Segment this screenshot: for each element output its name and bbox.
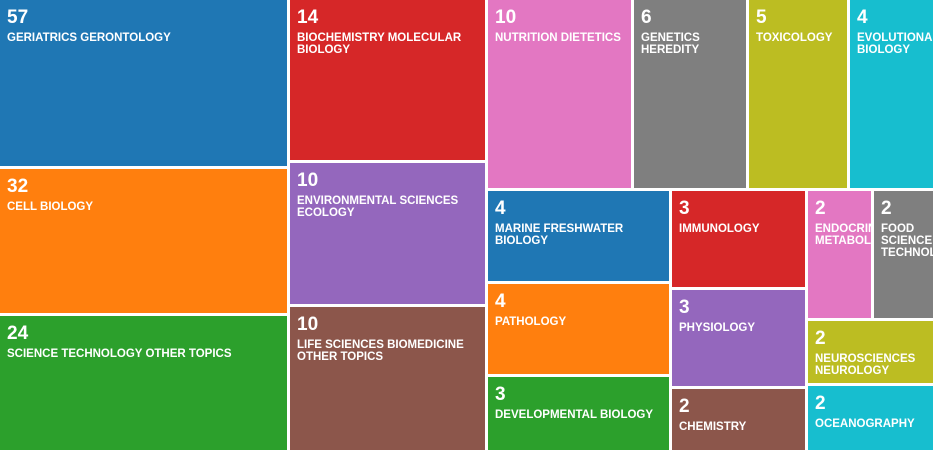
treemap-tile-biochemistry-molecular-biology: 14 BIOCHEMISTRY MOLECULAR BIOLOGY: [290, 0, 488, 163]
tile-label: ENDOCRINOLOGY METABOLISM: [815, 223, 874, 247]
treemap-tile-science-technology-other-topics: 24 SCIENCE TECHNOLOGY OTHER TOPICS: [0, 316, 290, 450]
treemap-tile-cell-biology: 32 CELL BIOLOGY: [0, 169, 290, 316]
tile-count: 2: [815, 328, 826, 349]
tile-count: 3: [679, 297, 690, 318]
tile-label: SCIENCE TECHNOLOGY OTHER TOPICS: [7, 348, 232, 360]
tile-label: NEUROSCIENCES NEUROLOGY: [815, 353, 916, 377]
tile-count: 2: [881, 198, 892, 219]
tile-label: OCEANOGRAPHY: [815, 418, 915, 430]
treemap-tile-neurosciences-neurology: 2 NEUROSCIENCES NEUROLOGY: [808, 321, 933, 386]
tile-label: IMMUNOLOGY: [679, 223, 760, 235]
tile-count: 4: [857, 7, 868, 28]
tile-label: CHEMISTRY: [679, 421, 747, 433]
tile-label: DEVELOPMENTAL BIOLOGY: [495, 409, 654, 421]
tile-label: CELL BIOLOGY: [7, 201, 94, 213]
tile-count: 10: [297, 170, 319, 191]
treemap-tile-evolutionary-biology: 4 EVOLUTIONARY BIOLOGY: [850, 0, 933, 191]
tile-count: 10: [297, 314, 319, 335]
tile-count: 5: [756, 7, 767, 28]
tile-count: 24: [7, 323, 29, 344]
tile-count: 3: [679, 198, 690, 219]
tile-count: 4: [495, 291, 506, 312]
tile-label: GERIATRICS GERONTOLOGY: [7, 32, 171, 44]
tile-label: BIOCHEMISTRY MOLECULAR BIOLOGY: [297, 32, 462, 56]
treemap-tile-physiology: 3 PHYSIOLOGY: [672, 290, 808, 389]
treemap-tile-geriatrics-gerontology: 57 GERIATRICS GERONTOLOGY: [0, 0, 290, 169]
tile-label: TOXICOLOGY: [756, 32, 833, 44]
tile-label: LIFE SCIENCES BIOMEDICINE OTHER TOPICS: [297, 339, 464, 363]
treemap-tile-food-science-technology: 2 FOOD SCIENCE TECHNOLOGY: [874, 191, 933, 321]
treemap-tile-environmental-sciences-ecology: 10 ENVIRONMENTAL SCIENCES ECOLOGY: [290, 163, 488, 307]
treemap-tile-developmental-biology: 3 DEVELOPMENTAL BIOLOGY: [488, 377, 672, 450]
treemap-tile-pathology: 4 PATHOLOGY: [488, 284, 672, 377]
tile-label: PATHOLOGY: [495, 316, 567, 328]
tile-count: 2: [679, 396, 690, 417]
treemap-tile-life-sciences-biomedicine-other-topics: 10 LIFE SCIENCES BIOMEDICINE OTHER TOPICS: [290, 307, 488, 450]
treemap-tile-toxicology: 5 TOXICOLOGY: [749, 0, 850, 191]
tile-label: MARINE FRESHWATER BIOLOGY: [495, 223, 624, 247]
tile-count: 10: [495, 7, 517, 28]
tile-count: 3: [495, 384, 506, 405]
treemap-tile-marine-freshwater-biology: 4 MARINE FRESHWATER BIOLOGY: [488, 191, 672, 284]
tile-count: 14: [297, 7, 319, 28]
tile-count: 2: [815, 198, 826, 219]
treemap-tile-oceanography: 2 OCEANOGRAPHY: [808, 386, 933, 450]
tile-label: PHYSIOLOGY: [679, 322, 756, 334]
tile-label: NUTRITION DIETETICS: [495, 32, 621, 44]
tile-count: 4: [495, 198, 506, 219]
tile-count: 6: [641, 7, 652, 28]
tile-label: EVOLUTIONARY BIOLOGY: [857, 32, 933, 56]
tile-label: GENETICS HEREDITY: [641, 32, 700, 56]
treemap-tile-immunology: 3 IMMUNOLOGY: [672, 191, 808, 290]
treemap-tile-chemistry: 2 CHEMISTRY: [672, 389, 808, 450]
tile-label: FOOD SCIENCE TECHNOLOGY: [881, 223, 933, 259]
treemap-tile-endocrinology-metabolism: 2 ENDOCRINOLOGY METABOLISM: [808, 191, 874, 321]
tile-count: 32: [7, 176, 29, 197]
tile-count: 57: [7, 7, 29, 28]
tile-label: ENVIRONMENTAL SCIENCES ECOLOGY: [297, 195, 459, 219]
tile-count: 2: [815, 393, 826, 414]
treemap-tile-nutrition-dietetics: 10 NUTRITION DIETETICS: [488, 0, 634, 191]
treemap-tile-genetics-heredity: 6 GENETICS HEREDITY: [634, 0, 749, 191]
